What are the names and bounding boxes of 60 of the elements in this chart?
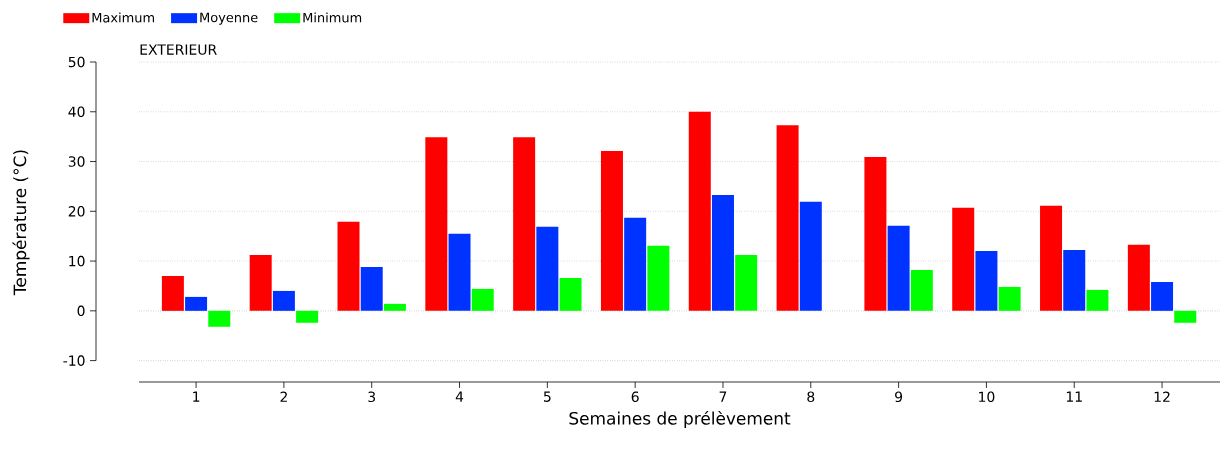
bar <box>1174 310 1197 323</box>
bar <box>711 194 734 311</box>
y-tick-label: 20 <box>68 206 85 217</box>
x-tick-label: 9 <box>895 391 903 403</box>
y-tick-label: 30 <box>68 156 85 167</box>
bar <box>1040 205 1063 311</box>
y-tick-label: 50 <box>68 56 85 68</box>
x-tick-label: 6 <box>631 391 639 403</box>
bar <box>425 137 448 311</box>
bar <box>1127 244 1150 311</box>
bar <box>161 276 184 311</box>
x-tick-label: 8 <box>807 391 815 403</box>
x-tick-label: 12 <box>1154 391 1170 402</box>
x-tick-label: 3 <box>368 391 376 403</box>
bar <box>383 303 406 311</box>
x-tick-label: 2 <box>280 391 287 402</box>
bar <box>185 296 208 311</box>
bar <box>887 225 910 311</box>
chart-title: EXTERIEUR <box>140 44 217 55</box>
legend-label: Minimum <box>303 12 362 23</box>
x-tick-label: 4 <box>455 391 464 402</box>
bar <box>998 286 1021 311</box>
bar <box>272 290 295 311</box>
y-tick-label: 40 <box>68 106 85 118</box>
bar <box>952 207 975 311</box>
y-tick-label: 10 <box>69 255 85 267</box>
bar <box>735 255 758 311</box>
y-axis-title: Température (°C) <box>12 150 30 296</box>
bar <box>471 288 494 311</box>
legend-label: Moyenne <box>200 12 258 25</box>
bar <box>448 233 471 311</box>
bar <box>624 217 647 311</box>
bar <box>360 267 383 311</box>
x-axis-title: Semaines de prélèvement <box>569 410 791 428</box>
x-tick-label: 1 <box>193 391 200 402</box>
bar <box>1063 250 1086 311</box>
bar <box>249 255 272 311</box>
bar <box>296 310 319 323</box>
bar <box>536 226 559 311</box>
bar <box>513 137 536 311</box>
bar <box>1086 289 1109 311</box>
bar <box>776 125 799 311</box>
legend-label: Maximum <box>92 12 154 23</box>
x-tick-label: 10 <box>979 391 995 403</box>
bar <box>910 270 933 311</box>
bar <box>688 111 711 311</box>
y-tick-label: 0 <box>77 305 85 317</box>
bar <box>559 277 582 311</box>
x-tick-label: 7 <box>719 391 727 402</box>
bar <box>1151 281 1174 311</box>
bar <box>600 151 623 311</box>
bar <box>975 251 998 311</box>
y-tick-label: -10 <box>63 355 85 366</box>
x-tick-label: 5 <box>543 391 551 402</box>
bar <box>647 245 670 311</box>
bar <box>799 201 822 311</box>
x-tick-label: 11 <box>1066 391 1082 402</box>
bar <box>864 157 887 311</box>
bar <box>337 221 360 311</box>
bar <box>208 310 231 327</box>
